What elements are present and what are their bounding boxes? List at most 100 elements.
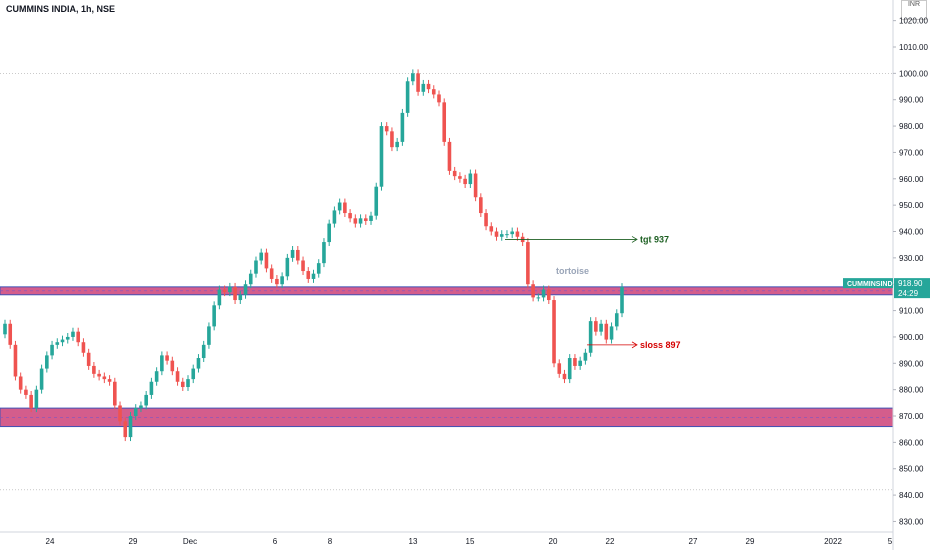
candle-body [458,176,462,179]
candle-body [191,368,196,380]
time-tick-label: 20 [549,537,558,546]
candle-body [494,231,499,237]
candle-body [212,305,216,327]
candle-body [552,300,556,364]
candle-body [97,373,101,377]
candle-body [29,394,33,409]
candle-body [264,252,269,269]
candle-body [76,331,81,343]
time-tick-label: 15 [466,537,475,546]
candle-body [113,381,117,406]
candle-body [416,73,420,92]
candle-body [102,376,107,380]
candle-body [65,336,70,340]
candle-body [583,352,588,361]
candle-body [311,273,316,279]
candle-body [374,186,379,216]
price-tick-label: 1020.00 [899,17,928,26]
candle-body [499,234,504,237]
price-tick-label: 850.00 [899,465,924,474]
candle-body [165,355,169,361]
candle-body [39,368,44,390]
candle-body [541,289,546,298]
candle-body [170,360,175,372]
price-tick-label: 970.00 [899,148,924,157]
candle-body [254,260,258,274]
candle-body [228,286,232,293]
price-tick-label: 840.00 [899,491,924,500]
candle-body [316,263,321,274]
candle-body [45,355,49,369]
price-tick-label: 910.00 [899,307,924,316]
annotations: tgt 937 sloss 897 tortoise [505,234,681,350]
candles [3,69,624,442]
candle-body [139,405,143,409]
candle-body [426,83,431,90]
symbol-badge-label: CUMMINSIND [847,281,893,288]
candle-body [55,342,60,345]
candle-body [546,289,551,301]
candle-body [463,178,467,185]
price-tick-label: 880.00 [899,386,924,395]
price-tick-label: 980.00 [899,122,924,131]
candle-body [473,173,478,198]
candle-body [24,389,28,395]
candle-body [562,373,567,380]
candle-body [337,202,342,211]
candle-body [479,197,483,214]
candle-body [620,287,624,314]
time-tick-label: 29 [129,537,138,546]
candle-body [510,231,514,235]
candle-body [133,408,138,417]
candle-body [609,326,614,340]
candle-body [50,344,54,356]
candle-body [614,313,619,327]
price-tick-label: 860.00 [899,438,924,447]
candle-body [431,89,436,95]
candle-body [578,360,582,366]
candle-body [207,326,211,345]
price-tick-label: 940.00 [899,228,924,237]
candle-body [128,416,133,438]
candle-body [149,381,154,395]
candle-body [531,284,535,298]
candle-body [296,249,300,261]
candle-body [484,213,488,227]
price-tick-label: 890.00 [899,359,924,368]
price-tick-label: 990.00 [899,96,924,105]
candle-body [369,215,373,221]
price-tick-label: 950.00 [899,201,924,210]
candle-body [259,252,264,261]
time-tick-label: Dec [183,537,197,546]
price-tick-label: 830.00 [899,517,924,526]
candle-body [442,102,447,142]
candle-body [18,376,23,390]
candle-body [13,344,18,377]
candle-body [358,218,363,224]
price-tick-label: 1000.00 [899,69,928,78]
candle-body [243,284,248,295]
candle-body [468,173,473,185]
candle-body [60,339,65,343]
time-tick-label: 13 [409,537,418,546]
candle-body [269,268,274,279]
candle-body [526,242,530,285]
candle-body [217,289,222,306]
currency-badge[interactable]: INR [901,0,927,20]
candle-body [123,421,128,438]
candle-body [353,218,358,224]
candle-body [186,379,190,388]
time-tick-label: 22 [606,537,615,546]
candle-body [395,141,399,148]
candle-body [332,210,337,224]
candle-body [306,271,311,279]
candle-body [327,223,331,243]
time-tick-label: 24 [46,537,55,546]
candle-body [447,141,452,171]
price-tick-label: 900.00 [899,333,924,342]
price-tick-label: 870.00 [899,412,924,421]
candle-body [34,389,39,409]
candle-body [290,249,295,258]
